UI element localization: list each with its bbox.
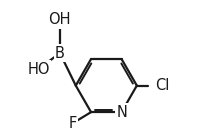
Text: F: F bbox=[68, 116, 77, 131]
Text: N: N bbox=[116, 105, 127, 120]
Text: HO: HO bbox=[27, 62, 50, 76]
Text: OH: OH bbox=[49, 12, 71, 27]
Text: Cl: Cl bbox=[155, 78, 170, 93]
Text: B: B bbox=[55, 46, 65, 61]
